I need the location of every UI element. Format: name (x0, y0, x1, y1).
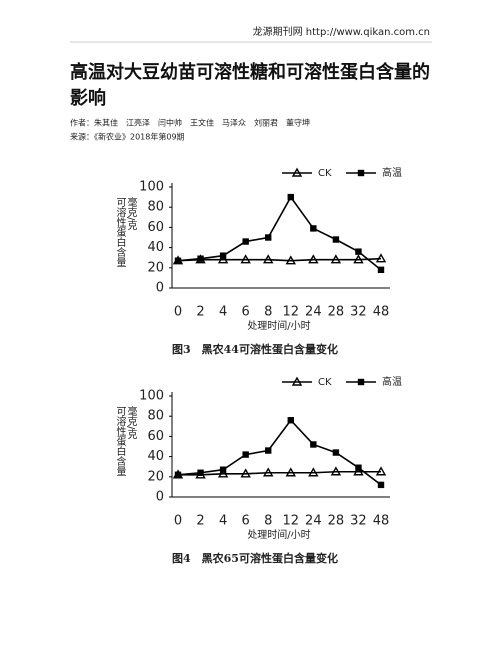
site-header: 龙源期刊网 http://www.qikan.com.cn (253, 25, 430, 38)
data-point (330, 466, 342, 476)
data-point (355, 248, 362, 255)
data-point (330, 254, 342, 264)
data-point (285, 255, 296, 265)
x-tick-label: 24 (305, 514, 322, 529)
x-tick-label: 0 (174, 514, 182, 529)
x-tick-label: 4 (219, 514, 227, 529)
y-tick-label: 20 (147, 469, 164, 484)
y-tick-label: 0 (156, 490, 164, 505)
data-point (240, 468, 251, 478)
y-tick-label: 100 (139, 180, 164, 195)
x-tick-label: 6 (242, 305, 250, 320)
y-axis-label: 可溶性蛋白含量 (114, 406, 126, 476)
y-tick-label: 80 (147, 409, 164, 424)
data-point (377, 481, 385, 489)
data-point (174, 471, 182, 478)
legend-marker (291, 376, 303, 386)
x-tick-label: 4 (219, 305, 227, 320)
data-point (332, 236, 340, 243)
data-point (353, 466, 364, 476)
x-tick-label: 8 (264, 305, 272, 320)
x-tick-label: 6 (242, 514, 250, 529)
data-point (377, 266, 385, 274)
data-point (308, 254, 319, 264)
x-tick-label: 32 (350, 514, 367, 529)
legend-marker (357, 378, 365, 386)
data-line (178, 470, 381, 476)
source: 来源：《新农业》2018年第09期 (70, 132, 185, 142)
legend-label: CK (318, 168, 332, 179)
title: 高温对大豆幼苗可溶性糖和可溶性蛋白含量的影响 (70, 62, 430, 109)
x-axis-label: 处理时间/小时 (247, 319, 310, 332)
data-point (263, 254, 274, 264)
y-tick-label: 80 (147, 200, 164, 215)
x-axis-label: 处理时间/小时 (247, 528, 310, 541)
data-point (285, 467, 296, 477)
x-tick-label: 48 (373, 514, 390, 529)
y-tick-label: 20 (147, 260, 164, 275)
data-point (242, 451, 249, 458)
data-point (310, 225, 317, 232)
data-line (177, 195, 382, 271)
x-tick-label: 12 (283, 514, 300, 529)
data-point (355, 464, 362, 471)
y-tick-label: 60 (147, 429, 164, 444)
title-box: 高温对大豆幼苗可溶性糖和可溶性蛋白含量的影响 (70, 62, 430, 109)
data-point (353, 254, 364, 264)
y-axis-label: 毫克/克 (125, 405, 137, 440)
x-tick-label: 12 (283, 305, 300, 320)
x-tick-label: 2 (196, 305, 204, 320)
data-point (219, 466, 227, 473)
data-point (217, 254, 229, 264)
x-tick-label: 28 (328, 514, 345, 529)
data-point (197, 255, 204, 262)
x-tick-label: 24 (305, 305, 322, 320)
x-tick-label: 48 (373, 305, 390, 320)
y-axis-label: 毫克/克 (125, 196, 137, 231)
y-tick-label: 40 (147, 449, 164, 464)
data-point (174, 257, 182, 264)
y-tick-label: 40 (147, 240, 164, 255)
data-point (219, 252, 227, 259)
data-line (177, 257, 382, 262)
data-point (265, 234, 272, 241)
data-point (308, 467, 319, 477)
chart-caption: 图4 黑农65可溶性蛋白含量变化 (172, 551, 338, 565)
legend-label: CK (318, 377, 332, 388)
data-line (177, 418, 382, 486)
y-tick-label: 0 (156, 281, 164, 296)
data-point (375, 253, 387, 263)
y-axis-label: 可溶性蛋白含量 (114, 197, 126, 267)
data-point (375, 466, 387, 476)
data-point (332, 449, 340, 456)
data-point (197, 469, 204, 476)
authors: 作者：朱其佳 江亮泽 闫中帅 王文佳 马泽众 刘丽君 董守坤 (70, 118, 310, 128)
x-tick-label: 32 (350, 305, 367, 320)
data-point (287, 417, 294, 424)
x-tick-label: 8 (264, 514, 272, 529)
legend-label: 高温 (382, 166, 402, 179)
y-tick-label: 100 (139, 389, 164, 404)
data-point (310, 441, 317, 448)
data-point (242, 238, 249, 245)
x-tick-label: 2 (196, 514, 204, 529)
legend-marker (291, 167, 303, 177)
x-tick-label: 28 (328, 305, 345, 320)
chart-caption: 图3 黑农44可溶性蛋白含量变化 (172, 342, 338, 356)
data-point (263, 467, 274, 477)
data-point (240, 254, 251, 264)
x-tick-label: 0 (174, 305, 182, 320)
data-point (217, 468, 229, 478)
legend-label: 高温 (382, 375, 402, 388)
y-tick-label: 60 (147, 220, 164, 235)
data-point (287, 193, 294, 201)
legend-marker (357, 169, 365, 177)
data-point (265, 447, 272, 454)
